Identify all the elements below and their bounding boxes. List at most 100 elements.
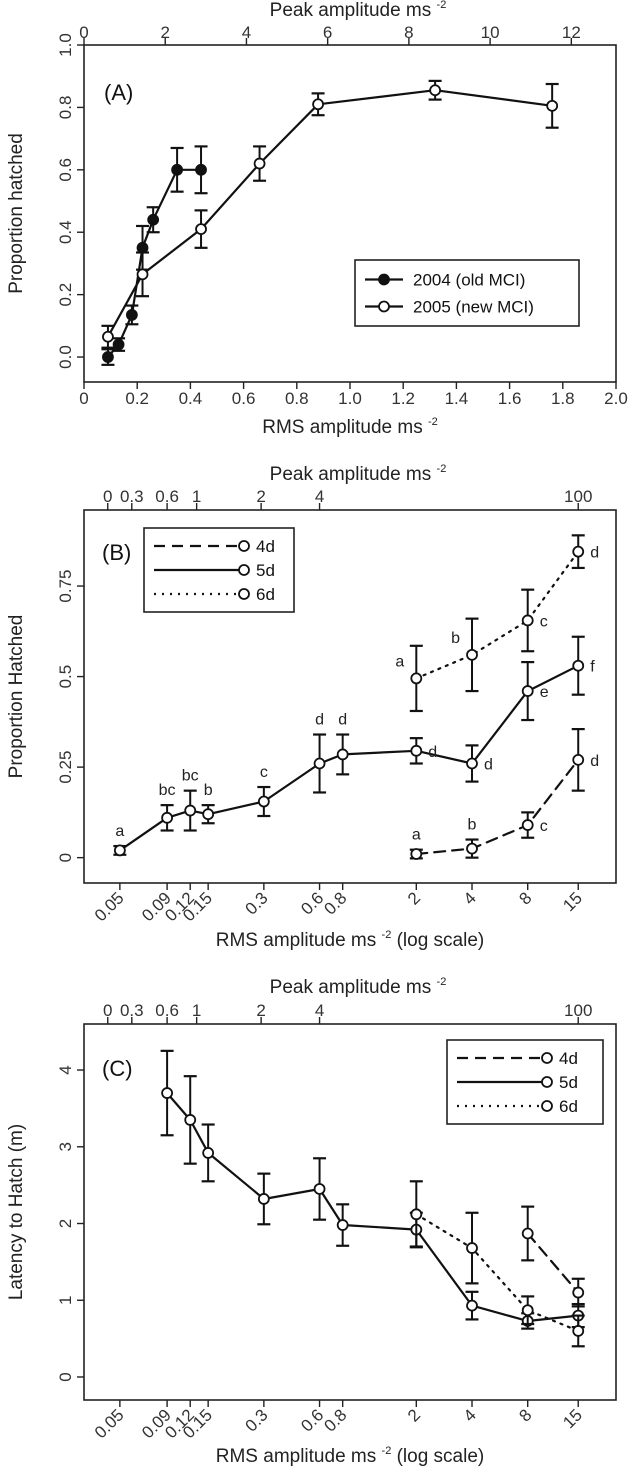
data-point xyxy=(410,744,423,757)
legend-label: 5d xyxy=(256,561,275,580)
series-line xyxy=(415,758,580,856)
data-point xyxy=(521,685,534,697)
top-tick-label: 2 xyxy=(256,1001,265,1020)
x-tick-label: 4 xyxy=(460,888,480,908)
y-tick-label: 0 xyxy=(56,1372,75,1381)
data-point xyxy=(336,1219,349,1231)
x-axis-title-suffix: (log scale) xyxy=(391,1446,484,1467)
top-tick-label: 0 xyxy=(103,487,112,506)
y-tick-label: 0.25 xyxy=(56,751,75,784)
data-point xyxy=(257,795,270,808)
data-point xyxy=(313,1183,326,1195)
data-point xyxy=(572,1286,585,1299)
series-4d xyxy=(521,1205,585,1308)
series-line xyxy=(166,1091,580,1323)
legend: 4d 5d 6d xyxy=(446,1039,604,1125)
top-axis-title-exponent: -2 xyxy=(437,0,447,11)
significance-letter: c xyxy=(540,613,548,630)
data-point xyxy=(161,811,173,824)
top-tick-label: 0.6 xyxy=(155,1001,179,1020)
x-tick-label: 0.8 xyxy=(320,1405,350,1435)
data-point xyxy=(546,99,559,112)
y-axis-title: Proportion hatched xyxy=(6,133,27,294)
x-axis-title-suffix: (log scale) xyxy=(391,930,484,951)
data-point xyxy=(202,1147,215,1159)
legend-label: 4d xyxy=(256,537,275,556)
top-tick-label: 1 xyxy=(192,487,201,506)
x-tick-label: 1.2 xyxy=(391,389,415,408)
panel-label: (B) xyxy=(102,540,131,565)
series-line xyxy=(118,664,580,852)
x-tick-label: 1.6 xyxy=(498,389,522,408)
series-6d xyxy=(409,1180,585,1348)
legend-label: 5d xyxy=(559,1073,578,1092)
top-tick-label: 0.6 xyxy=(155,487,179,506)
x-tick-label: 0.6 xyxy=(232,389,256,408)
x-tick-label: 2 xyxy=(404,1405,424,1425)
legend-marker xyxy=(238,564,250,576)
x-tick-label: 0.05 xyxy=(91,888,128,925)
significance-letter: b xyxy=(204,782,213,799)
panel-label: (A) xyxy=(104,80,133,105)
significance-letter: d xyxy=(590,753,599,770)
x-tick-label: 1.8 xyxy=(551,389,575,408)
data-point xyxy=(102,330,114,343)
top-tick-label: 100 xyxy=(564,487,592,506)
y-tick-label: 0.5 xyxy=(56,665,75,689)
data-point xyxy=(136,268,149,281)
top-axis-title-exponent: -2 xyxy=(437,463,447,475)
data-point xyxy=(253,157,266,170)
data-point xyxy=(466,842,478,855)
data-point xyxy=(572,753,585,766)
series-line xyxy=(415,1213,580,1333)
plot-frame xyxy=(83,509,617,884)
x-axis-title-exponent: -2 xyxy=(382,929,392,941)
top-axis-title: Peak amplitude ms -2 xyxy=(270,463,447,485)
y-tick-label: 0.8 xyxy=(56,96,75,120)
x-tick-label: 8 xyxy=(515,1405,535,1425)
data-point xyxy=(521,614,534,627)
x-axis-title-text: RMS amplitude ms xyxy=(216,1446,382,1467)
x-tick-label: 0.3 xyxy=(242,888,272,918)
top-tick-label: 2 xyxy=(160,23,169,42)
x-tick-label: 0.2 xyxy=(125,389,149,408)
y-tick-label: 1.0 xyxy=(56,33,75,57)
y-tick-label: 0 xyxy=(56,853,75,862)
data-point xyxy=(136,241,149,254)
top-axis-title: Peak amplitude ms -2 xyxy=(270,976,447,998)
data-point xyxy=(102,351,114,363)
top-tick-label: 8 xyxy=(404,23,413,42)
legend-label: 6d xyxy=(256,585,275,604)
legend-marker xyxy=(378,300,390,313)
significance-letter: a xyxy=(115,823,124,840)
x-tick-label: 1.4 xyxy=(445,389,469,408)
top-axis-title-exponent: -2 xyxy=(437,976,447,988)
top-tick-label: 1 xyxy=(192,1001,201,1020)
data-point xyxy=(521,819,534,831)
data-point xyxy=(410,848,423,860)
legend-marker xyxy=(378,273,390,286)
y-tick-label: 4 xyxy=(56,1065,75,1074)
x-axis-title: RMS amplitude ms -2 xyxy=(262,416,438,438)
significance-letter: a xyxy=(395,653,404,670)
legend-marker xyxy=(541,1100,553,1112)
x-tick-label: 8 xyxy=(515,888,535,908)
x-tick-label: 0.3 xyxy=(242,1405,272,1435)
data-point xyxy=(184,1114,197,1126)
top-tick-label: 12 xyxy=(562,23,581,42)
top-tick-label: 2 xyxy=(256,487,265,506)
top-axis-title-text: Peak amplitude ms xyxy=(270,977,437,998)
plot-frame xyxy=(83,1023,617,1401)
significance-letter: d xyxy=(428,744,437,761)
data-point xyxy=(313,757,326,770)
significance-letter: bc xyxy=(182,768,199,785)
significance-letter: b xyxy=(451,630,460,647)
panel-label: (C) xyxy=(102,1056,133,1081)
data-point xyxy=(410,672,423,685)
significance-letter: c xyxy=(260,764,268,781)
y-tick-label: 0.4 xyxy=(56,220,75,244)
legend: 4d 5d 6d xyxy=(143,527,295,613)
